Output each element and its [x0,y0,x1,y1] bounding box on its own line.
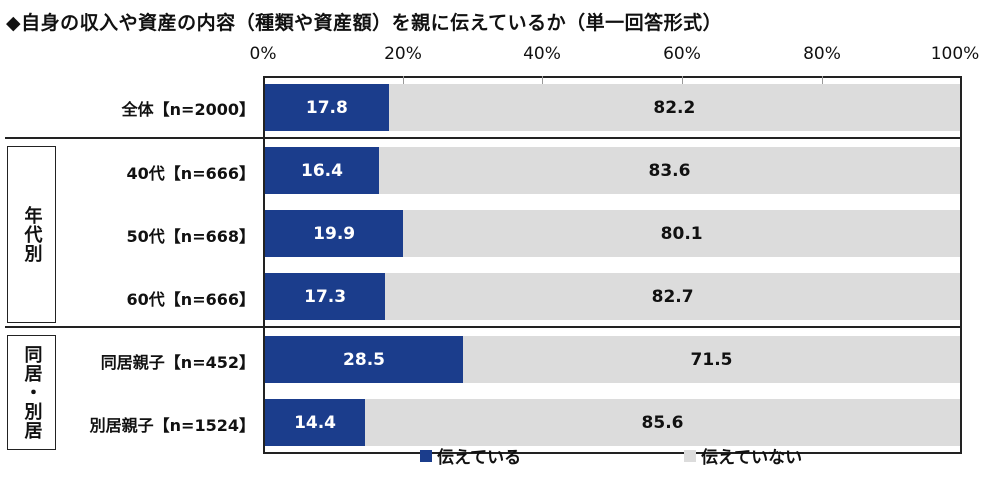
bar-segment-yes: 17.8 [265,84,389,131]
gridline-tick [403,76,404,84]
x-tick-60: 60% [663,44,701,64]
legend-item-no: 伝えていない [684,443,802,468]
x-tick-0: 0% [249,44,277,64]
bar-segment-yes: 14.4 [265,399,366,446]
legend-label: 伝えている [437,448,522,468]
gridline-tick [542,76,543,84]
bar-row: 19.9 80.1 [265,210,960,257]
bar-row: 28.5 71.5 [265,336,960,383]
chart-title: ◆自身の収入や資産の内容（種類や資産額）を親に伝えているか（単一回答形式） [6,12,723,34]
bar-segment-yes: 17.3 [265,273,386,320]
bar-segment-no: 82.7 [385,273,960,320]
plot-area [263,76,962,454]
x-tick-40: 40% [523,44,561,64]
bar-row: 16.4 83.6 [265,147,960,194]
group-box-age: 年代別 [7,146,56,323]
group-box-residence: 同居・別居 [7,335,56,450]
row-label: 別居親子【n=1524】 [89,416,255,435]
legend-label: 伝えていない [701,448,803,468]
legend-item-yes: 伝えている [420,443,521,468]
bar-segment-yes: 28.5 [265,336,464,383]
bar-segment-no: 80.1 [403,210,960,257]
gridline-tick [822,76,823,84]
bar-segment-no: 82.2 [388,84,960,131]
bar-row: 17.3 82.7 [265,273,960,320]
group-separator [5,137,962,139]
row-label: 40代【n=666】 [126,164,255,183]
x-tick-100: 100% [930,44,980,64]
row-label: 60代【n=666】 [126,290,255,309]
group-separator [5,326,962,328]
x-tick-20: 20% [384,44,422,64]
group-label-age: 年代別 [21,206,43,263]
legend-swatch-icon [420,449,432,462]
bar-segment-yes: 19.9 [265,210,404,257]
group-label-residence: 同居・別居 [21,345,43,440]
row-label: 50代【n=668】 [126,227,255,246]
bar-segment-no: 85.6 [365,399,960,446]
x-tick-80: 80% [803,44,841,64]
bar-segment-yes: 16.4 [265,147,379,194]
gridline-tick [682,76,683,84]
row-label: 全体【n=2000】 [121,100,255,119]
legend-swatch-icon [684,449,696,462]
bar-segment-no: 71.5 [463,336,960,383]
bar-row: 17.8 82.2 [265,84,960,131]
row-label: 同居親子【n=452】 [100,353,255,372]
bar-segment-no: 83.6 [378,147,960,194]
bar-row: 14.4 85.6 [265,399,960,446]
